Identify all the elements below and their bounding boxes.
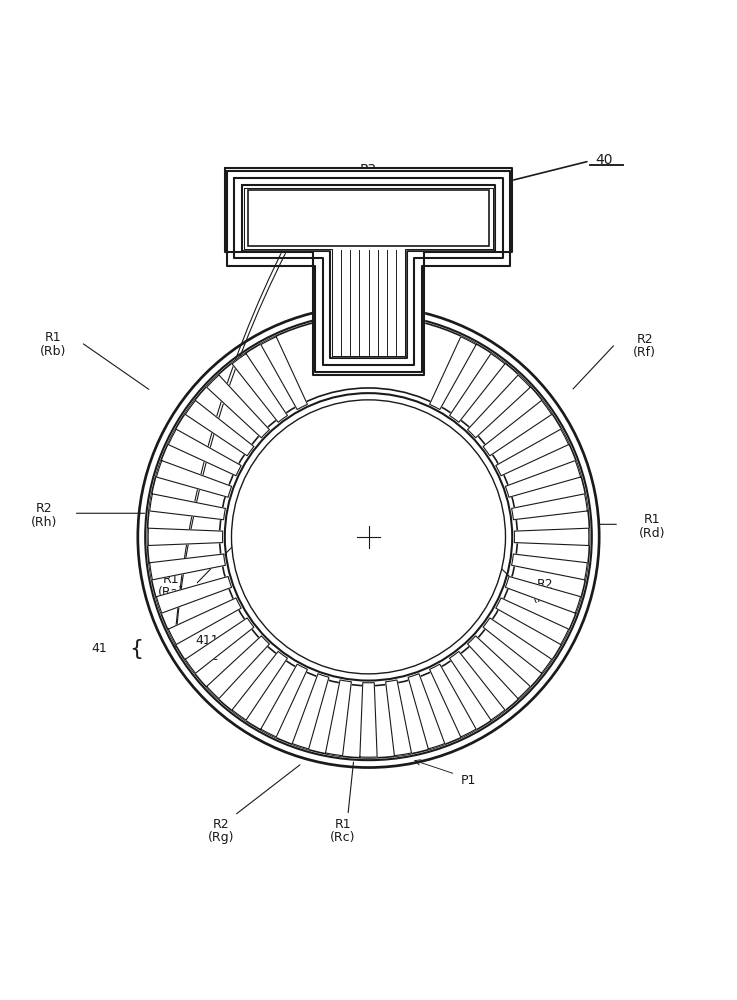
Polygon shape [156,461,231,497]
Text: (Re): (Re) [533,592,558,605]
Polygon shape [261,664,307,737]
Polygon shape [360,683,377,757]
Polygon shape [185,618,254,673]
Polygon shape [430,664,476,737]
Text: 9: 9 [332,459,339,472]
Text: 411: 411 [195,634,219,647]
Polygon shape [261,337,307,410]
Text: R2: R2 [213,818,229,831]
Polygon shape [506,461,581,497]
Text: (Ra): (Ra) [158,586,184,599]
Text: (Rb): (Rb) [40,345,66,358]
Text: r2: r2 [395,485,408,498]
Polygon shape [467,636,531,699]
Polygon shape [496,598,569,645]
Polygon shape [150,494,226,520]
Polygon shape [483,618,552,673]
Circle shape [136,305,601,769]
Polygon shape [506,576,581,613]
Text: (Rh): (Rh) [31,516,57,529]
Text: R2: R2 [36,502,52,515]
Text: 41: 41 [91,642,107,655]
Polygon shape [185,400,254,456]
Polygon shape [148,528,223,546]
Polygon shape [244,188,493,356]
Polygon shape [206,375,270,438]
Polygon shape [496,429,569,476]
Text: R2: R2 [637,333,653,346]
Text: (Rc): (Rc) [330,831,355,844]
Polygon shape [206,636,270,699]
Polygon shape [168,598,241,645]
Text: r1: r1 [298,485,311,498]
Text: R1: R1 [45,331,61,344]
Polygon shape [408,674,444,749]
Polygon shape [156,576,231,613]
Text: 412: 412 [195,650,219,663]
Text: (Rd): (Rd) [639,527,666,540]
Polygon shape [150,554,226,580]
Text: (Rf): (Rf) [633,346,657,359]
Polygon shape [225,168,512,375]
Polygon shape [511,494,587,520]
Text: R1: R1 [163,573,179,586]
Polygon shape [232,354,287,422]
Text: {: { [129,639,143,659]
Polygon shape [467,375,531,438]
Polygon shape [293,674,329,749]
Circle shape [233,401,504,672]
Text: R1: R1 [335,818,351,831]
Text: R1: R1 [644,513,660,526]
Polygon shape [168,429,241,476]
Text: 40: 40 [595,153,613,167]
Polygon shape [326,680,352,756]
Text: R2: R2 [537,578,553,591]
Polygon shape [430,337,476,410]
Text: P1: P1 [461,774,475,787]
Polygon shape [232,651,287,720]
Polygon shape [450,651,505,720]
Polygon shape [450,354,505,422]
Polygon shape [385,680,411,756]
Text: (Rg): (Rg) [208,831,234,844]
Text: P3: P3 [360,163,377,177]
Polygon shape [511,554,587,580]
Polygon shape [514,528,589,546]
Bar [248,190,489,246]
Polygon shape [483,400,552,456]
